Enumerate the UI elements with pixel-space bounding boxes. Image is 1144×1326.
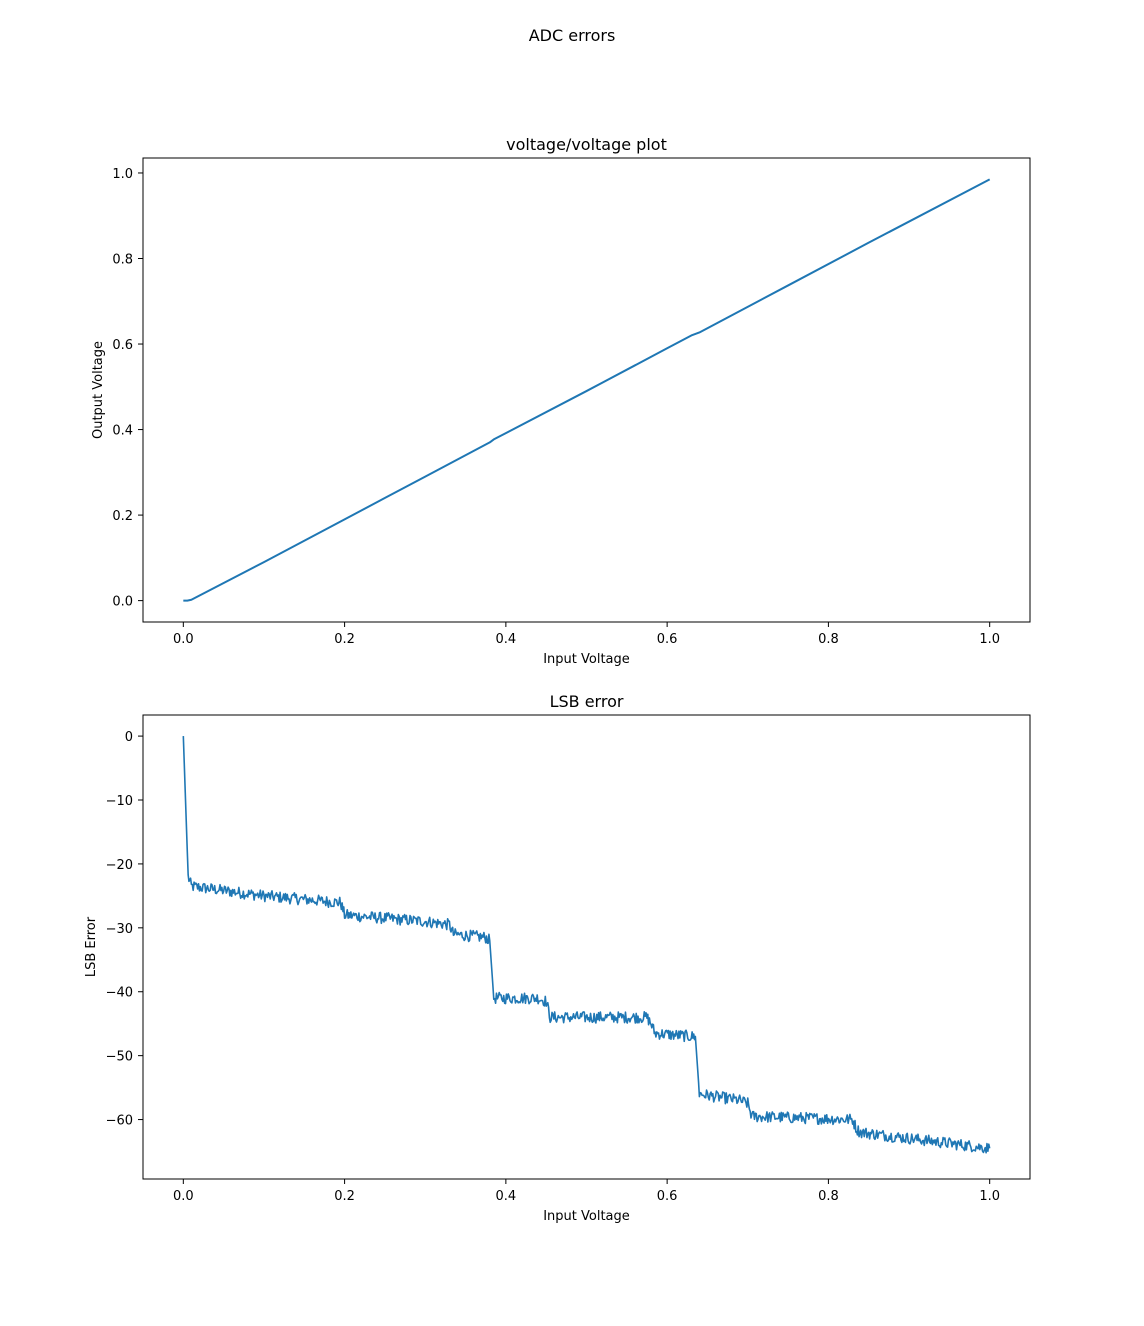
- axes-frame: [142, 157, 1031, 623]
- series-line: [182, 736, 991, 1154]
- y-axis-label: LSB Error: [84, 916, 99, 977]
- x-tick-label: 0.4: [496, 632, 517, 647]
- x-tick-label: 0.8: [818, 1189, 839, 1204]
- x-tick-label: 1.0: [979, 1189, 1000, 1204]
- y-tick-label: −40: [106, 986, 133, 1001]
- x-axis-label: Input Voltage: [543, 1209, 630, 1224]
- series-line: [183, 178, 991, 602]
- y-axis-label: Output Voltage: [91, 341, 106, 439]
- x-tick-label: 0.2: [334, 1189, 355, 1204]
- y-tick-label: −50: [106, 1050, 133, 1065]
- figure-suptitle: ADC errors: [529, 26, 616, 45]
- axes-title: voltage/voltage plot: [506, 135, 667, 154]
- x-tick-label: 0.8: [818, 632, 839, 647]
- y-tick-label: 0.2: [112, 509, 133, 524]
- x-tick-label: 0.2: [334, 632, 355, 647]
- y-tick-label: 0.6: [112, 338, 133, 353]
- axes-frame: [142, 714, 1031, 1180]
- y-tick-label: 0: [125, 730, 133, 745]
- x-tick-label: 0.4: [496, 1189, 517, 1204]
- axes-title: LSB error: [550, 692, 624, 711]
- y-tick-label: −10: [106, 794, 133, 809]
- y-tick-label: 0.0: [112, 595, 133, 610]
- x-tick-label: 0.6: [657, 632, 678, 647]
- x-tick-label: 0.0: [173, 1189, 194, 1204]
- x-tick-label: 0.6: [657, 1189, 678, 1204]
- y-tick-label: 0.8: [112, 252, 133, 267]
- x-axis-label: Input Voltage: [543, 652, 630, 667]
- y-tick-label: 0.4: [112, 424, 133, 439]
- y-tick-label: −30: [106, 922, 133, 937]
- lsb-error-axes: LSB error 0.0 0.2 0.4 0.6 0.8 1.0 0 −10 −20 −30 −40…: [84, 692, 1031, 1224]
- voltage-plot-axes: voltage/voltage plot 0.0 0.2 0.4 0.6 0.8 1.0 0.…: [91, 135, 1031, 667]
- x-tick-label: 0.0: [173, 632, 194, 647]
- y-tick-label: −60: [106, 1114, 133, 1129]
- x-tick-label: 1.0: [979, 632, 1000, 647]
- y-tick-label: 1.0: [112, 167, 133, 182]
- y-tick-label: −20: [106, 858, 133, 873]
